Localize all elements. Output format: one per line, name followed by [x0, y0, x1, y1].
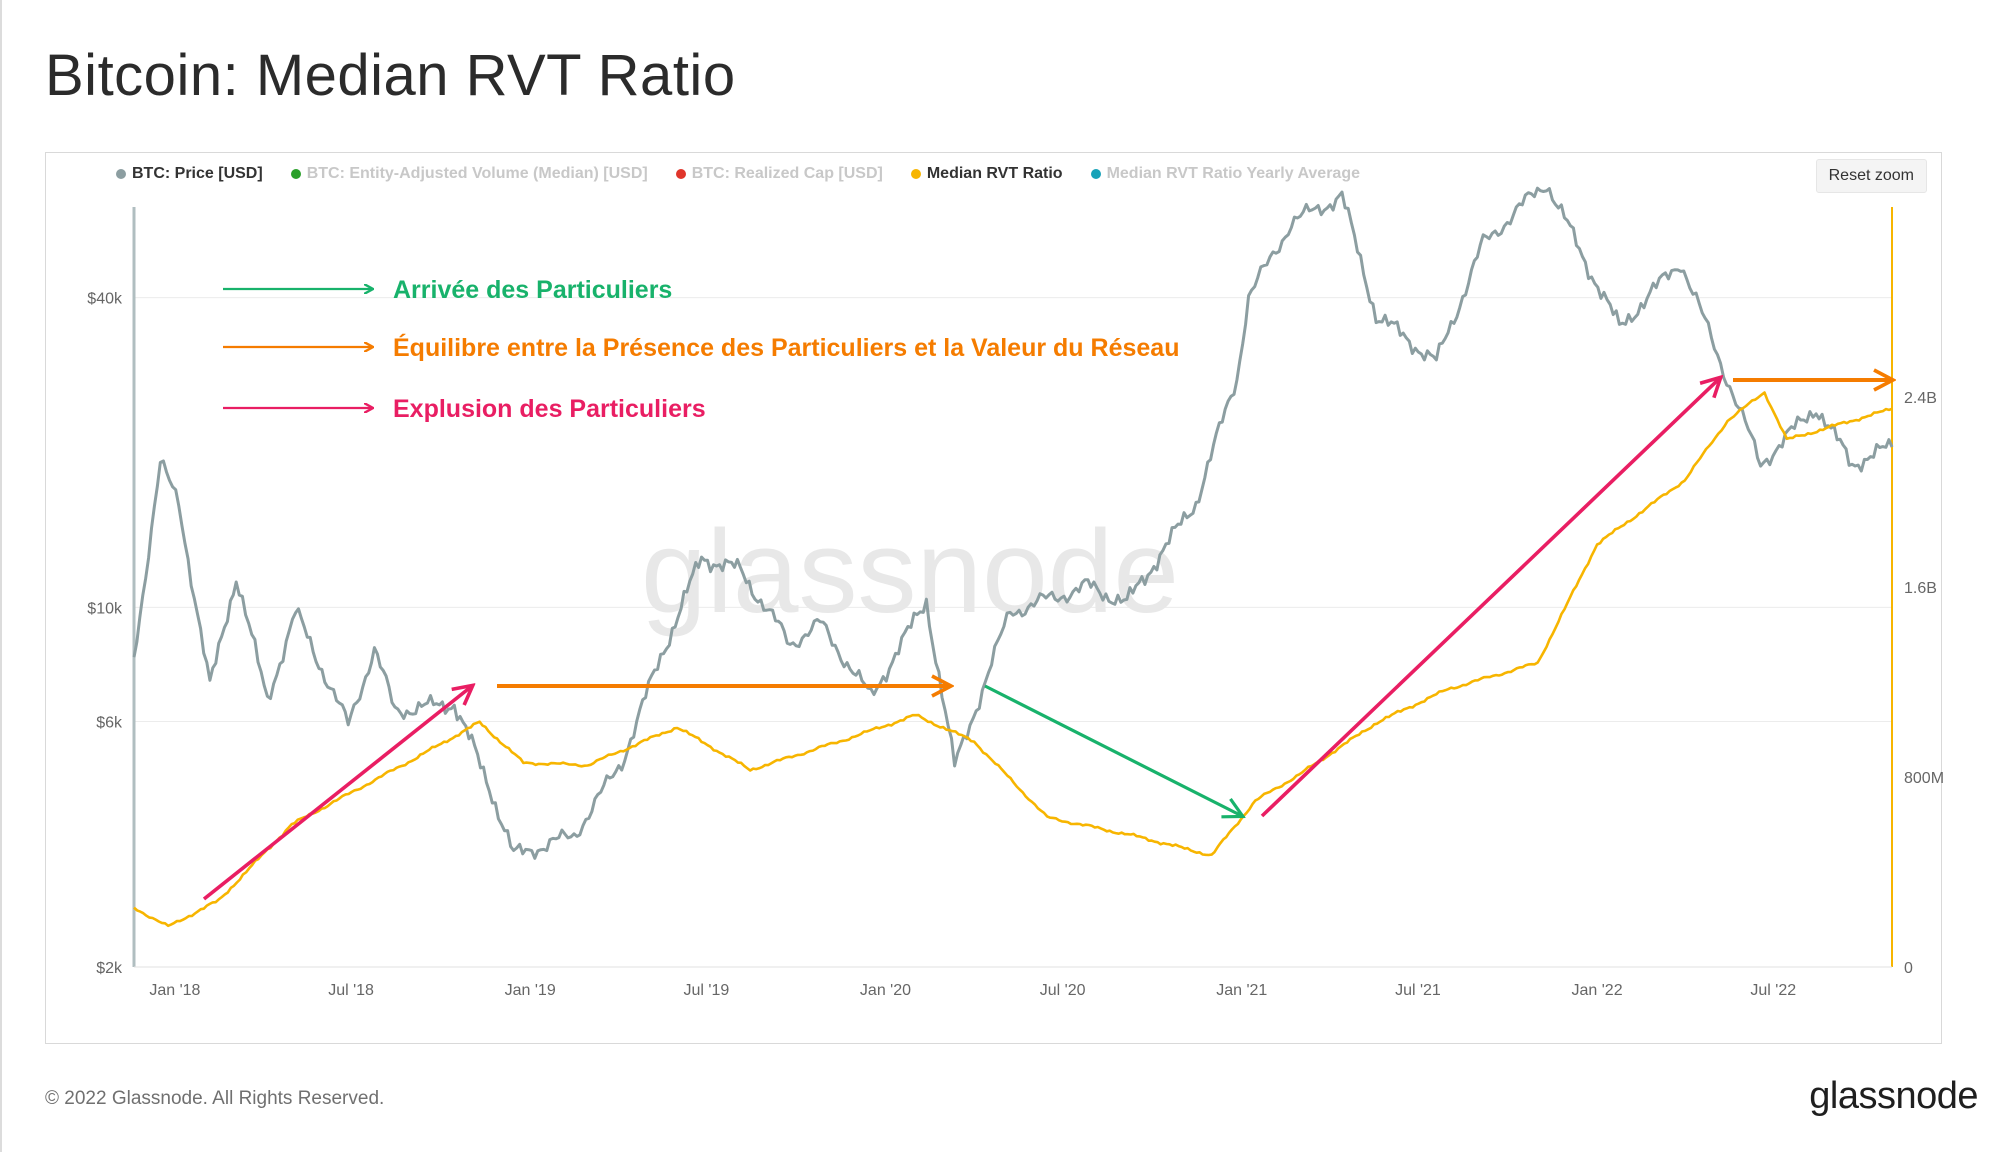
page-border	[0, 0, 2, 1152]
y-right-tick-label: 2.4B	[1904, 390, 1937, 407]
y-right-tick-label: 1.6B	[1904, 580, 1937, 597]
y-left-tick-label: $10k	[87, 600, 123, 617]
y-left-tick-label: $40k	[87, 291, 123, 308]
median-rvt-ratio-line	[133, 391, 1893, 928]
y-left-tick-label: $6k	[96, 715, 123, 732]
annotation-label-arrivee: Arrivée des Particuliers	[393, 276, 672, 304]
annotation-label-equilibre: Équilibre entre la Présence des Particul…	[393, 333, 1179, 362]
reset-zoom-button[interactable]: Reset zoom	[1815, 159, 1927, 193]
annotation-label-explusion: Explusion des Particuliers	[393, 395, 706, 423]
legend-dot-icon	[1090, 169, 1101, 179]
x-tick-label: Jan '21	[1216, 982, 1267, 999]
x-tick-label: Jul '20	[1040, 982, 1086, 999]
page-title: Bitcoin: Median RVT Ratio	[45, 43, 736, 108]
footer-copyright: © 2022 Glassnode. All Rights Reserved.	[45, 1088, 385, 1109]
x-tick-label: Jul '22	[1750, 982, 1796, 999]
legend-dot-icon	[116, 169, 126, 179]
legend-item-rvt-yearly-average[interactable]: Median RVT Ratio Yearly Average	[1090, 165, 1360, 183]
watermark: glassnode	[641, 506, 1179, 638]
legend-item-btc-price[interactable]: BTC: Price [USD]	[116, 165, 263, 183]
y-right-tick-label: 0	[1904, 960, 1913, 977]
x-tick-label: Jan '20	[860, 982, 911, 999]
y-right-ticks: 0 800M 1.6B 2.4B	[1904, 390, 1944, 977]
x-tick-label: Jan '22	[1572, 982, 1623, 999]
chart-panel: BTC: Price [USD] BTC: Entity-Adjusted Vo…	[45, 152, 1942, 1044]
legend-label: BTC: Price [USD]	[132, 165, 263, 182]
legend-item-median-rvt-ratio[interactable]: Median RVT Ratio	[910, 165, 1063, 183]
legend-label: BTC: Entity-Adjusted Volume (Median) [US…	[306, 165, 648, 182]
legend-label: Median RVT Ratio	[926, 165, 1063, 182]
x-ticks: Jan '18 Jul '18 Jan '19 Jul '19 Jan '20 Jul '…	[149, 982, 1796, 999]
annotation-arrow-pink-2	[1260, 378, 1720, 818]
legend-label: Median RVT Ratio Yearly Average	[1106, 165, 1360, 182]
btc-price-line	[132, 186, 1894, 860]
y-right-tick-label: 800M	[1904, 770, 1944, 787]
legend-dot-icon	[675, 169, 686, 179]
legend: BTC: Price [USD] BTC: Entity-Adjusted Vo…	[116, 165, 1360, 183]
legend-dot-icon	[910, 169, 921, 179]
x-tick-label: Jan '19	[505, 982, 556, 999]
legend-item-realized-cap[interactable]: BTC: Realized Cap [USD]	[675, 165, 883, 183]
legend-label: BTC: Realized Cap [USD]	[691, 165, 883, 182]
x-tick-label: Jan '18	[149, 982, 200, 999]
x-tick-label: Jul '19	[683, 982, 729, 999]
footer-brand-logo: glassnode	[1809, 1075, 1978, 1117]
legend-item-entity-adjusted-volume[interactable]: BTC: Entity-Adjusted Volume (Median) [US…	[290, 165, 648, 183]
legend-dot-icon	[290, 169, 301, 179]
x-tick-label: Jul '21	[1395, 982, 1441, 999]
y-left-tick-label: $2k	[96, 960, 123, 977]
y-left-ticks: $2k $6k $10k $40k	[87, 291, 123, 977]
x-tick-label: Jul '18	[328, 982, 374, 999]
annotation-arrow-green-1	[984, 684, 1242, 816]
annotation-arrow-pink-1	[202, 686, 472, 901]
